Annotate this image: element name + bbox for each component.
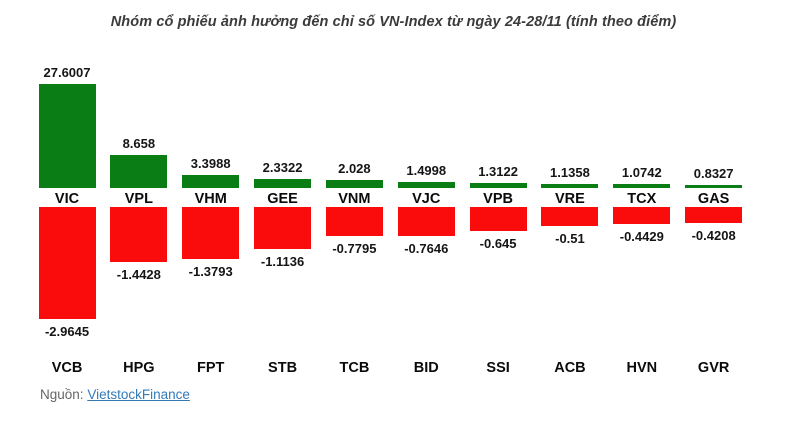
loser-value-label: -2.9645 xyxy=(44,324,90,339)
gainer-bar xyxy=(182,175,240,188)
gainer-ticker-label: VRE xyxy=(555,191,585,207)
gainer-ticker-label: VHM xyxy=(194,191,227,207)
gainer-bar xyxy=(541,184,599,188)
loser-bar xyxy=(613,207,671,224)
loser-value-label: -0.7646 xyxy=(404,241,449,256)
source-label: Nguồn: xyxy=(40,387,84,402)
loser-value-label: -0.645 xyxy=(479,236,517,251)
loser-ticker-label: VCB xyxy=(51,360,83,376)
loser-ticker-label: SSI xyxy=(486,360,510,376)
source-line: Nguồn: VietstockFinance xyxy=(40,387,190,402)
loser-value-label: -0.4429 xyxy=(619,229,664,244)
loser-value-label: -0.7795 xyxy=(332,241,377,256)
gainer-bar xyxy=(613,184,671,188)
loser-bar xyxy=(110,207,168,262)
loser-bar xyxy=(182,207,240,259)
loser-bar xyxy=(469,207,527,231)
loser-ticker-label: STB xyxy=(268,360,298,376)
loser-bar xyxy=(254,207,312,249)
gainer-ticker-label: VNM xyxy=(338,191,371,207)
gainer-bar xyxy=(38,84,96,188)
loser-value-label: -1.4428 xyxy=(116,267,161,282)
gainer-bar xyxy=(254,179,312,188)
loser-ticker-label: BID xyxy=(413,360,439,376)
gainer-value-label: 1.1358 xyxy=(550,165,590,180)
loser-value-label: -0.51 xyxy=(555,231,585,246)
loser-ticker-label: GVR xyxy=(697,360,730,376)
gainer-value-label: 8.658 xyxy=(122,136,156,151)
loser-ticker-label: HPG xyxy=(123,360,155,376)
gainer-ticker-label: GAS xyxy=(697,191,730,207)
loser-ticker-label: HVN xyxy=(626,360,658,376)
loser-bar xyxy=(685,207,743,223)
gainer-ticker-label: VJC xyxy=(412,191,441,207)
gainer-bar xyxy=(397,182,455,188)
gainer-bar xyxy=(469,183,527,188)
loser-bar xyxy=(541,207,599,226)
loser-value-label: -1.1136 xyxy=(260,254,305,269)
gainer-value-label: 2.028 xyxy=(338,161,371,176)
gainer-value-label: 2.3322 xyxy=(262,160,303,175)
gainer-value-label: 27.6007 xyxy=(43,65,91,80)
loser-bar xyxy=(397,207,455,236)
loser-value-label: -0.4208 xyxy=(691,228,736,243)
gainer-ticker-label: VIC xyxy=(54,191,80,207)
source-link[interactable]: VietstockFinance xyxy=(87,387,190,402)
gainer-value-label: 3.3988 xyxy=(190,156,231,171)
loser-bar xyxy=(325,207,383,236)
loser-bar xyxy=(38,207,96,319)
gainer-value-label: 1.3122 xyxy=(478,164,518,179)
gainer-value-label: 1.0742 xyxy=(621,165,662,180)
gainer-value-label: 1.4998 xyxy=(406,163,447,178)
gainer-bar xyxy=(325,180,383,188)
gainer-ticker-label: VPL xyxy=(124,191,153,207)
loser-ticker-label: FPT xyxy=(196,360,225,376)
gainer-bar xyxy=(685,185,743,188)
loser-value-label: -1.3793 xyxy=(188,264,233,279)
loser-ticker-label: TCB xyxy=(339,360,370,376)
loser-ticker-label: ACB xyxy=(554,360,586,376)
gainer-ticker-label: GEE xyxy=(267,191,298,207)
gainer-ticker-label: VPB xyxy=(483,191,513,207)
gainer-ticker-label: TCX xyxy=(627,191,657,207)
chart-title: Nhóm cổ phiếu ảnh hưởng đến chỉ số VN-In… xyxy=(110,14,677,30)
gainer-value-label: 0.8327 xyxy=(693,166,734,181)
gainer-bar xyxy=(110,155,168,188)
